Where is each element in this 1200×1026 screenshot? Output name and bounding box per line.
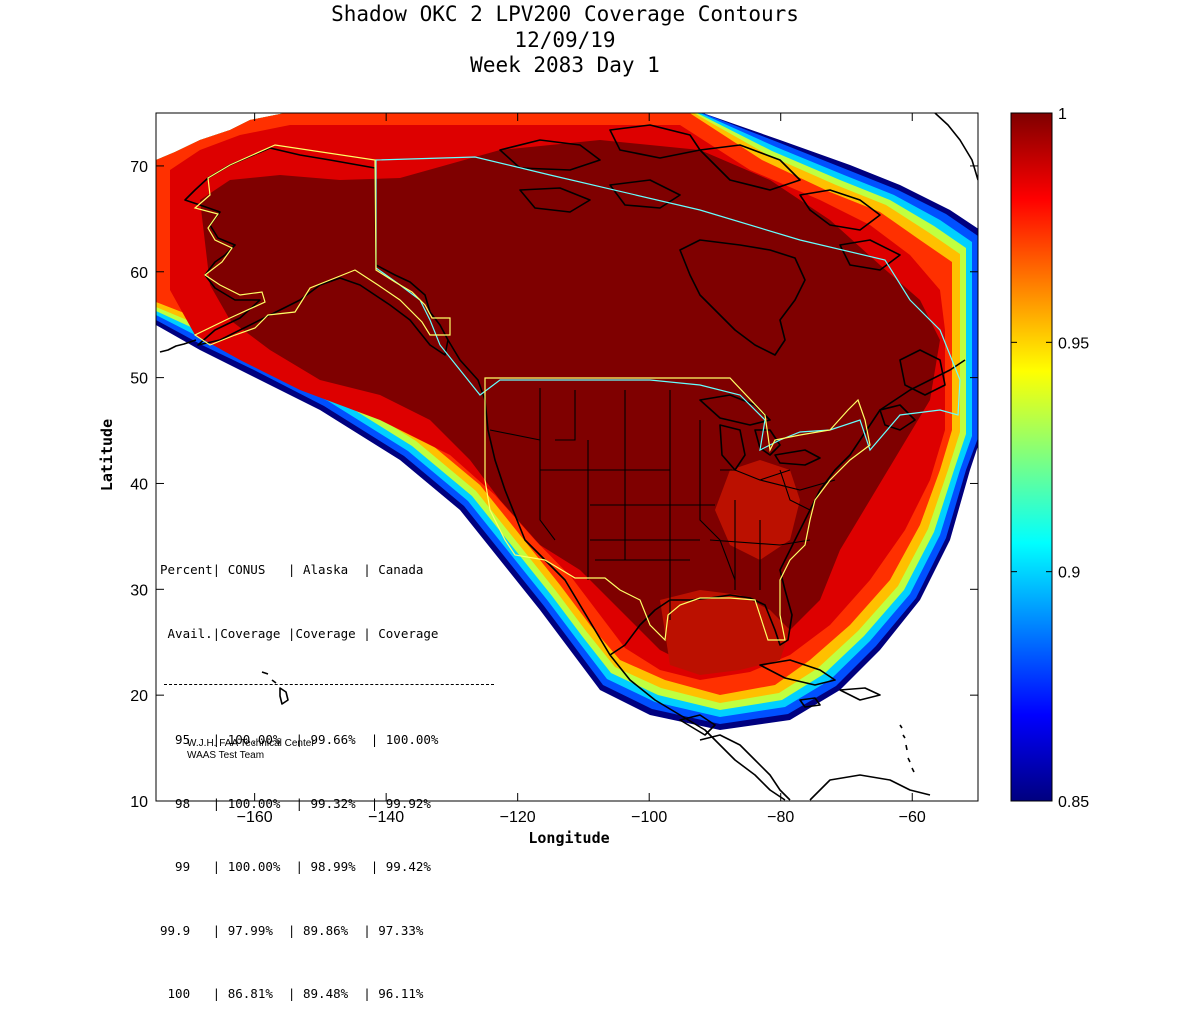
canada-boundary [375,156,961,452]
y-tick-label: 30 [130,582,148,599]
x-tick-label: −60 [899,809,926,826]
title-line-1: Shadow OKC 2 LPV200 Coverage Contours [331,2,799,26]
x-tick-label: −140 [368,809,404,826]
x-axis-title: Longitude [528,829,609,847]
table-row: 99.9 | 97.99% | 89.86% | 97.33% [160,922,424,938]
table-row: 98 | 100.00% | 99.32% | 99.92% [160,795,431,811]
credit-line-1: W.J.H. FAA Technical Center [187,738,315,749]
y-axis-title: Latitude [98,419,116,491]
table-header-1: Percent| CONUS | Alaska | Canada [160,562,424,578]
colorbar-tick-label: 0.95 [1058,335,1089,352]
table-separator [164,683,494,685]
x-tick-label: −120 [500,809,536,826]
table-row: 100 | 86.81% | 89.48% | 96.11% [160,986,424,1002]
y-tick-label: 20 [130,688,148,705]
y-tick-label: 10 [130,794,148,811]
coastlines [159,113,978,801]
service-boundaries [193,144,871,642]
y-tick-label: 60 [130,265,148,282]
title-line-2: 12/09/19 [514,27,616,52]
y-axis: 10 20 30 40 50 60 70 [130,159,978,811]
coverage-ring-gulf [660,590,790,675]
state-boundaries [489,388,836,620]
credit-text: W.J.H. FAA Technical Center WAAS Test Te… [187,738,315,762]
colorbar-tick-label: 0.9 [1058,565,1080,582]
coverage-stats-table: Percent| CONUS | Alaska | Canada Avail.|… [160,517,494,1026]
y-tick-label: 50 [130,371,148,388]
plot-frame [155,112,979,802]
credit-line-2: WAAS Test Team [187,750,265,761]
x-axis: −160 −140 −120 −100 −80 −60 [237,113,926,826]
colorbar-tick-label: 0.85 [1058,794,1089,811]
y-tick-label: 40 [130,476,148,493]
colorbar [1010,112,1053,802]
table-row: 95 | 100.00% | 99.66% | 100.00% [160,732,439,748]
table-header-2: Avail.|Coverage |Coverage | Coverage [160,626,439,642]
coverage-map: −160 −140 −120 −100 −80 −60 10 20 30 40 50 60 70 Lo… [98,106,1089,847]
x-tick-label: −100 [631,809,667,826]
y-tick-label: 70 [130,159,148,176]
chart-title: Shadow OKC 2 LPV200 Coverage Contours 12… [0,2,1130,79]
x-tick-label: −160 [237,809,273,826]
colorbar-tick-label: 1 [1058,106,1067,123]
table-row: 99 | 100.00% | 98.99% | 99.42% [160,859,431,875]
title-line-3: Week 2083 Day 1 [470,53,660,77]
colorbar-ticks: 0.85 0.9 0.95 1 [1011,106,1089,811]
x-tick-label: −80 [767,809,794,826]
